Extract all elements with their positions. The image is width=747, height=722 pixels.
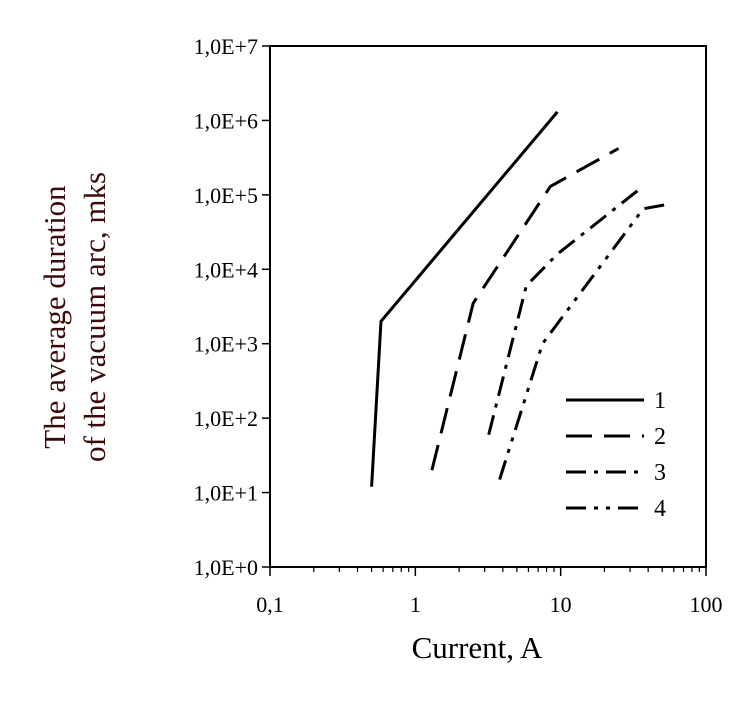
- series-line-1: [370, 110, 559, 487]
- x-tick-label: 10: [550, 592, 572, 617]
- x-tick-label: 100: [690, 592, 723, 617]
- legend-label: 2: [654, 424, 666, 450]
- y-tick-label: 1,0E+3: [194, 332, 258, 357]
- series-line-3: [487, 187, 641, 436]
- x-tick-label: 1: [410, 592, 421, 617]
- plot-area-border: [269, 45, 707, 568]
- x-tick-label: 0,1: [256, 592, 284, 617]
- y-tick-label: 1,0E+7: [194, 34, 258, 59]
- y-tick-label: 1,0E+1: [194, 481, 258, 506]
- legend-label: 4: [654, 496, 666, 522]
- legend-label: 3: [654, 460, 666, 486]
- x-axis-title: Current, A: [412, 630, 543, 665]
- y-tick-label: 1,0E+0: [194, 555, 258, 580]
- series-line-2: [430, 147, 620, 471]
- y-tick-label: 1,0E+4: [194, 257, 258, 282]
- y-tick-label: 1,0E+2: [194, 406, 258, 431]
- y-axis-title-line-1: The average duration: [37, 185, 72, 449]
- legend-label: 1: [654, 388, 666, 414]
- series-line-4: [498, 202, 669, 480]
- y-axis-title-line-2: of the vacuum arc, mks: [77, 172, 112, 462]
- y-tick-label: 1,0E+5: [194, 183, 258, 208]
- y-tick-label: 1,0E+6: [194, 108, 258, 133]
